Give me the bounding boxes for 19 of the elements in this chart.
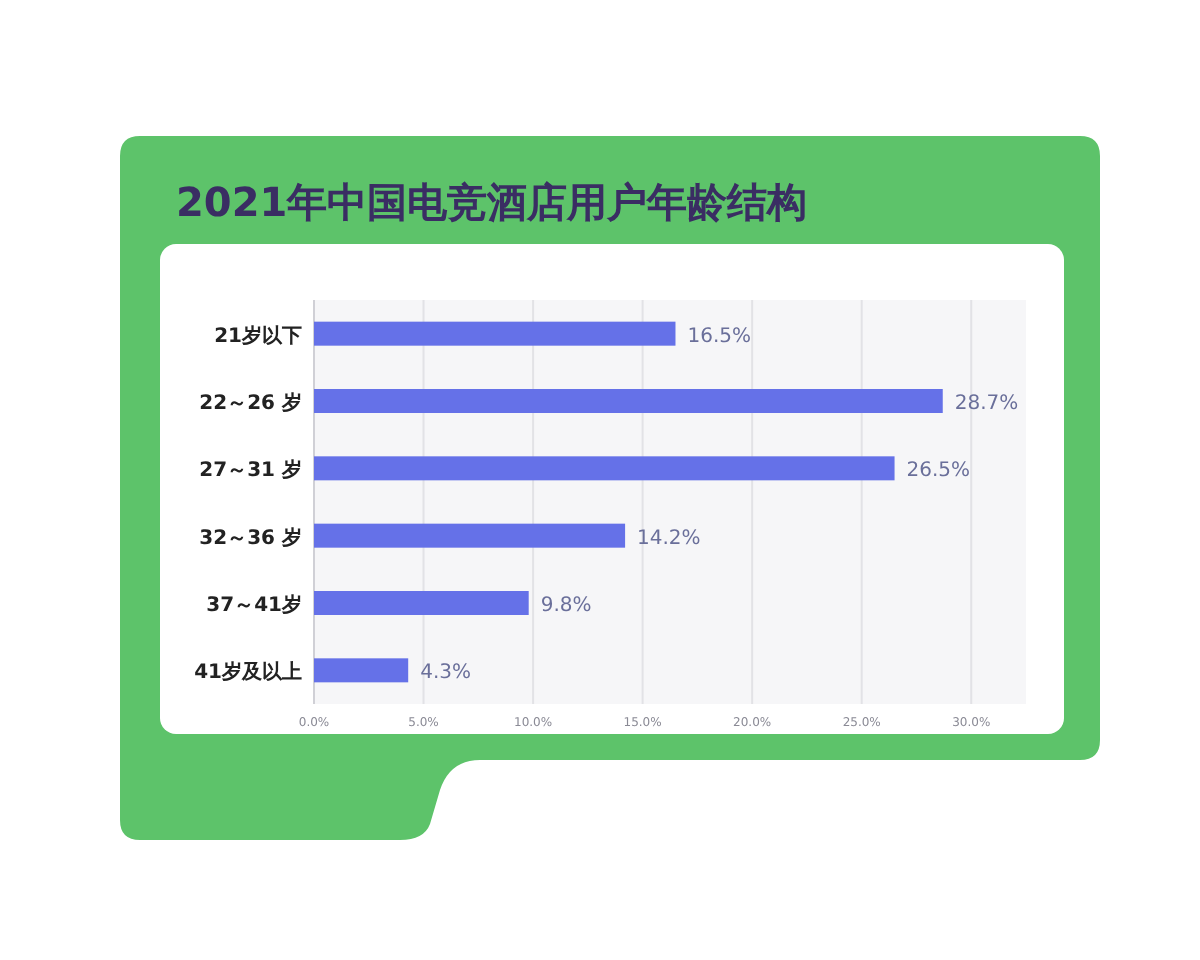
bar: [314, 321, 676, 346]
bar: [314, 389, 943, 413]
chart-title: 2021年中国电竞酒店用户年龄结构: [176, 178, 808, 226]
y-tick-label: 32～36 岁: [199, 525, 302, 550]
bar: [314, 456, 895, 481]
bar: [314, 658, 409, 683]
y-tick-label: 21岁以下: [214, 323, 302, 348]
y-tick-label: 27～31 岁: [199, 458, 302, 483]
y-tick-label: 22～26 岁: [199, 391, 302, 415]
data-label: 26.5%: [906, 460, 971, 483]
data-label: 14.2%: [637, 527, 701, 550]
bar: [314, 523, 626, 548]
y-tick-label: 41岁及以上: [194, 660, 302, 685]
data-label: 16.5%: [687, 325, 752, 348]
bar: [314, 591, 529, 615]
data-label: 28.7%: [954, 393, 1019, 415]
y-tick-label: 37～41岁: [206, 593, 302, 617]
data-label: 9.8%: [540, 595, 592, 617]
data-label: 4.3%: [420, 662, 472, 685]
